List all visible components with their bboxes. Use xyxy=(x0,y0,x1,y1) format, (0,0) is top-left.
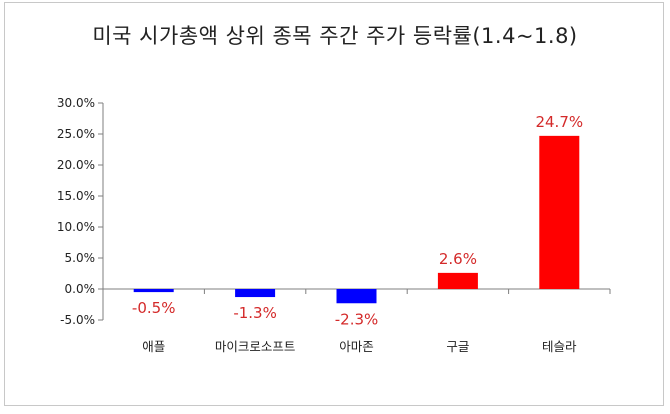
bars xyxy=(133,135,580,304)
category-label: 구글 xyxy=(446,339,469,354)
y-tick-label: 30.0% xyxy=(57,96,95,110)
bar-3 xyxy=(437,272,478,289)
y-tick-label: 15.0% xyxy=(57,189,95,203)
chart-title: 미국 시가총액 상위 종목 주간 주가 등락률(1.4~1.8) xyxy=(92,24,578,48)
bar-2 xyxy=(336,289,377,304)
y-tick-label: 10.0% xyxy=(57,220,95,234)
data-labels: -0.5% -1.3% -2.3% 2.6% 24.7% xyxy=(132,113,583,328)
category-label: 테슬라 xyxy=(542,339,577,354)
bar-1 xyxy=(235,289,276,298)
data-label: 24.7% xyxy=(535,113,583,131)
y-tick-label: -5.0% xyxy=(60,313,95,327)
bar-4 xyxy=(539,135,580,289)
y-tick-label: 20.0% xyxy=(57,158,95,172)
category-label: 마이크로소프트 xyxy=(215,339,296,354)
y-tick-label: 25.0% xyxy=(57,127,95,141)
data-label: -2.3% xyxy=(335,310,379,328)
axes xyxy=(102,103,611,320)
category-label: 아마존 xyxy=(339,339,374,354)
bar-0 xyxy=(133,289,174,293)
y-tick-label: 0.0% xyxy=(65,282,96,296)
y-tick-label: 5.0% xyxy=(65,251,96,265)
data-label: 2.6% xyxy=(439,250,477,268)
category-labels: 애플 마이크로소프트 아마존 구글 테슬라 xyxy=(142,339,577,354)
category-label: 애플 xyxy=(142,339,165,354)
y-axis-ticks: 30.0% 25.0% 20.0% 15.0% 10.0% 5.0% 0.0% -5.0% xyxy=(57,96,103,327)
data-label: -0.5% xyxy=(132,299,176,317)
data-label: -1.3% xyxy=(233,304,277,322)
